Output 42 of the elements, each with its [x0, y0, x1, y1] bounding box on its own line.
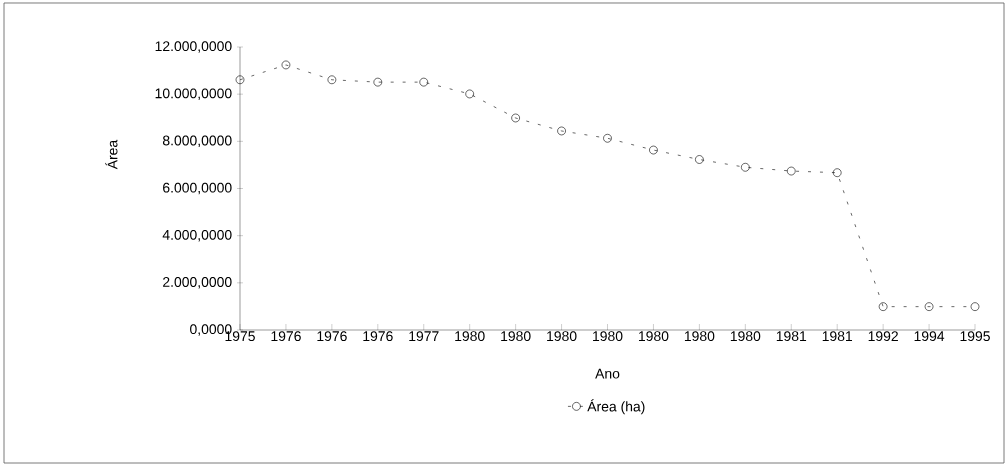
y-tick-label: 8.000,0000 [162, 135, 232, 148]
x-tick-label: 1980 [547, 331, 577, 342]
x-axis-title: Ano [595, 368, 620, 379]
point [281, 60, 291, 70]
point [235, 75, 245, 85]
point [878, 302, 888, 311]
point [511, 113, 520, 123]
point [419, 77, 429, 87]
point [373, 77, 383, 87]
point [832, 168, 842, 177]
x-tick-label: 1977 [409, 331, 439, 342]
y-tick-label: 6.000,0000 [163, 182, 232, 195]
x-tick-label: 1980 [455, 331, 485, 342]
point [970, 302, 980, 311]
x-tick-label: 1980 [593, 331, 623, 342]
y-tick-label: 2.000,0000 [163, 277, 232, 289]
point [649, 145, 658, 155]
point [924, 302, 934, 311]
y-tick-label: 12.000,0000 [155, 41, 232, 53]
point [786, 166, 796, 176]
x-tick-label: 1994 [914, 331, 945, 342]
x-tick-label: 1976 [363, 331, 393, 342]
point [557, 126, 566, 136]
point [695, 155, 704, 164]
x-tick-label: 1980 [501, 331, 531, 342]
legend-label: Área (ha) [587, 399, 645, 415]
x-tick-label: 1976 [317, 331, 347, 342]
x-tick-label: 1995 [960, 331, 990, 342]
x-tick-label: 1981 [822, 331, 853, 342]
point [603, 133, 612, 143]
x-tick-label: 1981 [776, 331, 807, 342]
x-tick-label: 1980 [638, 331, 669, 342]
y-tick-label: 10.000,0000 [155, 88, 232, 100]
y-tick-label: 4.000,0000 [162, 229, 232, 242]
x-tick-label: 1980 [684, 331, 715, 342]
x-tick-label: 1992 [868, 331, 898, 342]
point [741, 162, 750, 172]
x-tick-label: 1980 [730, 331, 761, 342]
y-axis-title: Área [105, 139, 118, 170]
point [465, 89, 474, 99]
x-tick-label: 1976 [271, 331, 301, 342]
point [327, 75, 337, 85]
